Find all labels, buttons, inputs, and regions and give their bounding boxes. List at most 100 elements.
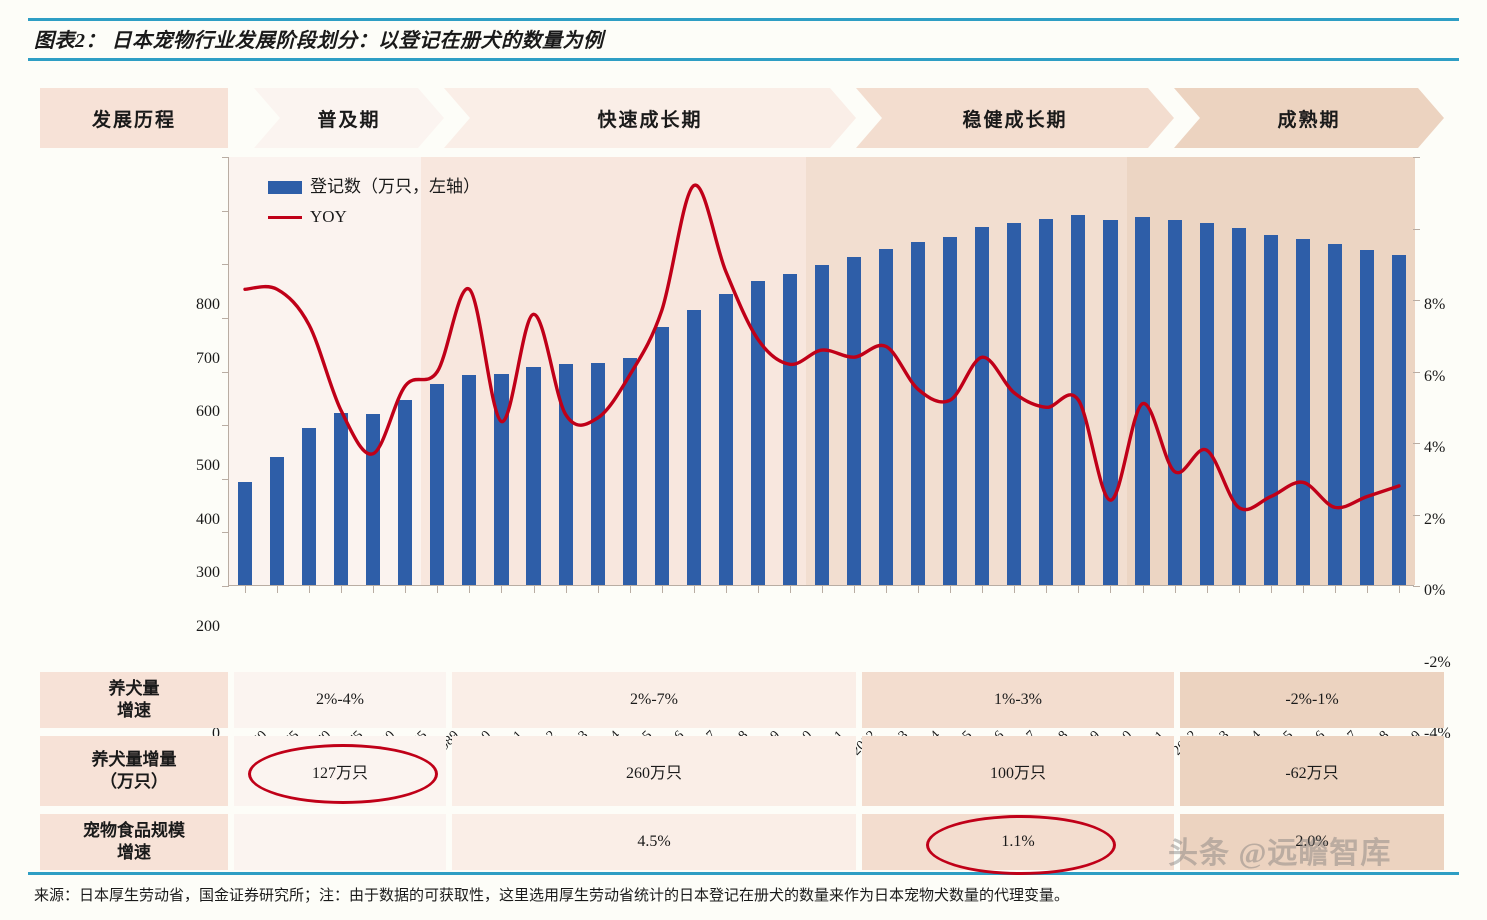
- y-axis-right-tick: -2%: [1424, 653, 1451, 671]
- table-cell: 100万只: [862, 736, 1174, 806]
- x-axis-tickmark: [341, 586, 343, 593]
- title-divider: [28, 58, 1459, 61]
- x-axis-tickmark: [277, 586, 279, 593]
- bar: [270, 457, 285, 585]
- bar: [1391, 254, 1406, 585]
- stage-row-label: 发展历程: [40, 88, 228, 148]
- y-axis-right-tickmark: [1413, 300, 1420, 301]
- y-axis-left-tick: 0: [212, 725, 220, 742]
- x-axis-tickmark: [1334, 586, 1336, 593]
- y-axis-right-tickmark: [1413, 228, 1420, 230]
- bar: [302, 428, 317, 585]
- stage-band-1: [421, 157, 806, 585]
- x-axis-tickmark: [693, 586, 695, 593]
- x-axis-tickmark: [1270, 586, 1272, 593]
- x-axis-tickmark: [1078, 586, 1080, 593]
- bar: [1007, 222, 1022, 585]
- y-axis-left-tick: 400: [196, 510, 220, 528]
- bar: [975, 227, 990, 585]
- bar: [814, 265, 830, 585]
- y-axis-right-tick: 4%: [1424, 439, 1446, 456]
- x-axis-tickmark: [1174, 586, 1176, 593]
- y-axis-left-tick: 200: [196, 617, 220, 635]
- x-axis-tickmark: [886, 586, 888, 593]
- source-note: 来源：日本厚生劳动省，国金证券研究所；注：由于数据的可获取性，这里选用厚生劳动省…: [34, 888, 1070, 904]
- y-axis-left-tickmark: [222, 425, 229, 427]
- y-axis-left-tick: 300: [196, 564, 220, 582]
- x-axis-tickmark: [501, 586, 503, 593]
- x-axis-tickmark: [405, 586, 407, 593]
- x-axis-tickmark: [245, 586, 247, 593]
- table-cell: 1.1%: [862, 814, 1174, 870]
- y-axis-right-tickmark: [1413, 157, 1420, 158]
- y-axis-left-tick: 600: [196, 403, 220, 421]
- x-axis-tickmark: [309, 586, 311, 593]
- table-row-label-line: 宠物食品规模: [83, 820, 185, 840]
- y-axis-left-tick: 700: [196, 349, 220, 367]
- x-axis-tickmark: [1014, 586, 1016, 593]
- y-axis-right-tickmark: [1413, 514, 1420, 516]
- bar: [911, 241, 926, 585]
- stage-banner: 发展历程 普及期 快速成长期 稳健成长期 成熟期: [40, 88, 1444, 148]
- x-axis-tickmark: [373, 586, 375, 593]
- table-cell: 260万只: [452, 736, 856, 806]
- x-axis-tickmark: [1238, 586, 1240, 593]
- stage-row-label-text: 发展历程: [91, 109, 176, 131]
- legend-item-bars: 登记数（万只，左轴）: [268, 172, 480, 202]
- x-axis-tickmark: [822, 586, 823, 593]
- bar: [366, 414, 381, 585]
- x-axis-tickmark: [565, 586, 567, 593]
- x-axis-tickmark: [854, 586, 856, 593]
- chart-area: 登记数（万只，左轴） YOY 0100200300400500600700800…: [0, 150, 1487, 759]
- bar: [1359, 249, 1374, 585]
- bar: [686, 309, 701, 585]
- x-axis-tickmark: [469, 586, 471, 593]
- table-row: 宠物食品规模 增速 4.5% 1.1% 2.0%: [40, 814, 1444, 875]
- stage-header-3-text: 成熟期: [1277, 109, 1341, 131]
- x-axis-tickmark: [1206, 586, 1208, 593]
- x-axis-tickmark: [437, 586, 439, 593]
- y-axis-left-tickmark: [222, 264, 229, 266]
- x-axis-tickmark: [757, 586, 759, 593]
- y-axis-left-tickmark: [222, 478, 229, 480]
- y-axis-left-tickmark: [222, 371, 229, 373]
- bar: [1039, 219, 1054, 585]
- x-axis-tickmark: [1110, 586, 1112, 593]
- y-axis-right-tickmark: [1413, 586, 1420, 587]
- x-axis-tickmark: [1366, 586, 1368, 593]
- bar: [462, 374, 477, 585]
- table-cell: 4.5%: [452, 814, 856, 870]
- table-cell: 127万只: [234, 736, 446, 806]
- chevron-shape-icon: [444, 88, 856, 148]
- bar: [622, 357, 637, 585]
- bar: [1231, 228, 1246, 585]
- bar: [398, 400, 413, 585]
- table-row: 养犬量增量 （万只） 127万只 260万只 100万只 -62万只: [40, 736, 1444, 806]
- y-axis-right-tick: 6%: [1424, 367, 1446, 385]
- x-axis-tickmark: [789, 586, 791, 593]
- x-axis-tickmark: [597, 586, 599, 593]
- y-axis-right-tickmark: [1413, 443, 1420, 444]
- bar: [1295, 238, 1310, 585]
- table-cell: 1%-3%: [862, 672, 1174, 728]
- y-axis-right-tickmark: [1413, 371, 1420, 373]
- x-axis-tickmark: [725, 586, 727, 593]
- x-axis-tickmark: [1046, 586, 1048, 593]
- y-axis-right-tick: 0%: [1424, 582, 1446, 599]
- table-cell: 2.0%: [1180, 814, 1444, 870]
- bar: [654, 326, 669, 585]
- x-axis-tickmark: [661, 586, 663, 593]
- legend-item-line: YOY: [268, 202, 480, 232]
- line-swatch-icon: [268, 215, 302, 219]
- stage-header-2: 稳健成长期: [856, 88, 1174, 148]
- y-axis-left-tickmark: [222, 586, 229, 587]
- y-axis-left-tickmark: [222, 210, 229, 212]
- watermark: 头条 @远瞻智库: [1168, 837, 1392, 870]
- plot-area: [222, 157, 1420, 593]
- x-axis-tickmark: [533, 586, 535, 593]
- stage-header-1: 快速成长期: [444, 88, 856, 148]
- figure-title: 图表2： 日本宠物行业发展阶段划分：以登记在册犬的数量为例: [34, 30, 604, 52]
- bar: [237, 482, 253, 585]
- y-axis-left-tick: 500: [196, 456, 220, 474]
- table-row-label-line: （万只）: [100, 772, 168, 791]
